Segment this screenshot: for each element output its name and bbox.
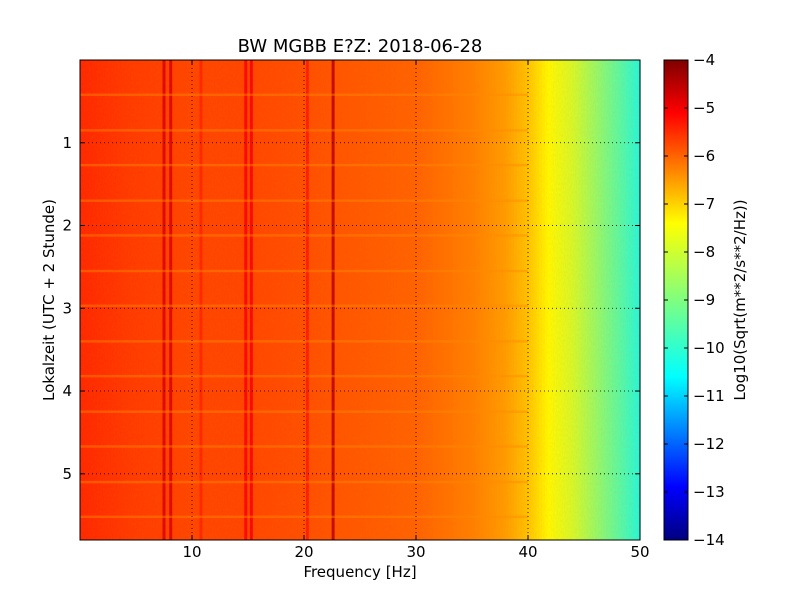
chart-title: BW MGBB E?Z: 2018-06-28 [238, 36, 483, 57]
time-band [80, 410, 528, 413]
heatmap-texture [80, 60, 640, 540]
time-band [80, 445, 528, 448]
grid-lines [80, 60, 640, 540]
x-axis-ticks: 10 20 30 40 50 [182, 60, 650, 561]
colorbar-tick-label: −5 [693, 99, 715, 117]
x-tick-label: 40 [518, 543, 537, 561]
y-axis-label: Lokalzeit (UTC + 2 Stunde) [40, 199, 58, 401]
x-axis-label: Frequency [Hz] [303, 563, 416, 581]
y-tick-label: 4 [62, 382, 72, 400]
time-band [80, 234, 528, 237]
spectral-line [244, 60, 248, 540]
time-band [80, 93, 528, 96]
colorbar-tick-label: −6 [693, 147, 715, 165]
y-tick-label: 3 [62, 299, 72, 317]
x-tick-label: 50 [630, 543, 649, 561]
spectral-line [331, 60, 335, 540]
time-band [80, 163, 528, 167]
colorbar-tick-label: −11 [693, 387, 725, 405]
colorbar: −4 −5 −6 −7 −8 −9 −10 −11 −12 −13 −14 [663, 51, 725, 549]
x-tick-label: 20 [294, 543, 313, 561]
colorbar-tick-label: −14 [693, 531, 725, 549]
spectral-line [162, 60, 166, 540]
y-tick-label: 2 [62, 217, 72, 235]
colorbar-tick-label: −4 [693, 51, 715, 69]
y-tick-label: 1 [62, 134, 72, 152]
x-tick-label: 30 [406, 543, 425, 561]
time-band [80, 480, 528, 484]
colorbar-tick-label: −8 [693, 243, 715, 261]
colorbar-label: Log10(Sqrt(m**2/s**2/Hz)) [731, 199, 749, 400]
colorbar-tick-label: −10 [693, 339, 725, 357]
time-band [80, 304, 528, 307]
colorbar-tick-label: −12 [693, 435, 725, 453]
plot-frame [79, 59, 641, 541]
colorbar-tick-label: −13 [693, 483, 725, 501]
colorbar-tick-label: −9 [693, 291, 715, 309]
spectral-line [169, 60, 173, 540]
time-band [80, 129, 528, 132]
spectral-line [249, 60, 253, 540]
colorbar-tick-label: −7 [693, 195, 715, 213]
spectral-line [305, 60, 309, 540]
x-tick-label: 10 [182, 543, 201, 561]
spectral-line [199, 60, 203, 540]
colorbar-ticks: −4 −5 −6 −7 −8 −9 −10 −11 −12 −13 −14 [664, 51, 725, 549]
time-band [80, 340, 528, 343]
y-tick-label: 5 [62, 465, 72, 483]
plot-area: 10 20 30 40 50 1 2 3 4 5 [62, 59, 650, 561]
time-band [80, 269, 528, 273]
y-axis-ticks: 1 2 3 4 5 [62, 134, 640, 483]
